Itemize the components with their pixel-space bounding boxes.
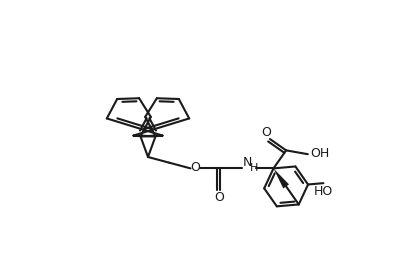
Text: H: H [250, 163, 259, 173]
Text: HO: HO [314, 185, 333, 198]
Text: O: O [261, 125, 271, 139]
Text: N: N [243, 156, 252, 169]
Text: O: O [190, 161, 200, 174]
Text: O: O [214, 191, 224, 204]
Text: OH: OH [310, 147, 330, 160]
Polygon shape [274, 168, 289, 188]
